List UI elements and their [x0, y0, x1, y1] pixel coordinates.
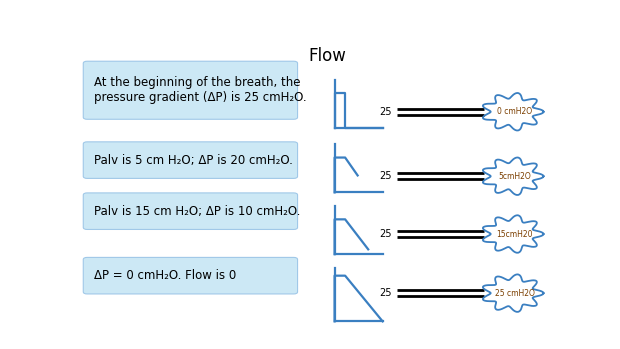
- Text: 25: 25: [379, 288, 391, 298]
- Text: Palv is 15 cm H₂O; ΔP is 10 cmH₂O.: Palv is 15 cm H₂O; ΔP is 10 cmH₂O.: [94, 205, 301, 218]
- Text: ΔP = 0 cmH₂O. Flow is 0: ΔP = 0 cmH₂O. Flow is 0: [94, 269, 237, 282]
- Text: 25: 25: [379, 171, 391, 181]
- FancyBboxPatch shape: [83, 61, 298, 119]
- Text: 25 cmH2O: 25 cmH2O: [495, 289, 534, 298]
- Text: 15cmH20: 15cmH20: [497, 230, 533, 238]
- FancyBboxPatch shape: [83, 142, 298, 178]
- Text: Flow: Flow: [308, 47, 346, 65]
- Text: 25: 25: [379, 107, 391, 117]
- Text: 0 cmH2O: 0 cmH2O: [497, 107, 533, 116]
- FancyBboxPatch shape: [83, 258, 298, 294]
- Text: 5cmH2O: 5cmH2O: [498, 172, 531, 181]
- FancyBboxPatch shape: [83, 193, 298, 229]
- Text: 25: 25: [379, 229, 391, 239]
- Text: At the beginning of the breath, the
pressure gradient (ΔP) is 25 cmH₂O.: At the beginning of the breath, the pres…: [94, 76, 307, 104]
- Text: Palv is 5 cm H₂O; ΔP is 20 cmH₂O.: Palv is 5 cm H₂O; ΔP is 20 cmH₂O.: [94, 154, 293, 166]
